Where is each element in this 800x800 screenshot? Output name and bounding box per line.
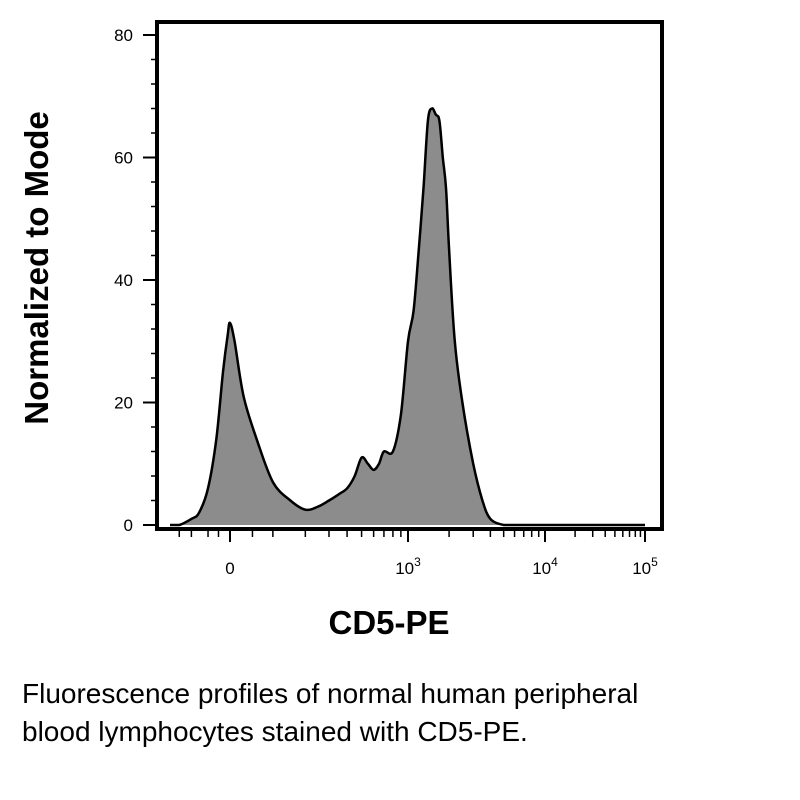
y-tick-label: 40 <box>114 271 133 290</box>
caption-line-2: blood lymphocytes stained with CD5-PE. <box>22 716 528 747</box>
x-tick-label: 103 <box>395 555 421 578</box>
y-tick-label: 60 <box>114 149 133 168</box>
tick-labels: 0 20 40 60 80 0 103 104 105 <box>114 26 658 578</box>
histogram-area <box>170 108 645 525</box>
y-tick-label: 20 <box>114 394 133 413</box>
y-axis-title: Normalized to Mode <box>18 111 55 425</box>
y-tick-label: 80 <box>114 26 133 45</box>
figure-caption: Fluorescence profiles of normal human pe… <box>22 675 792 751</box>
plot-frame <box>155 20 664 531</box>
x-tick-label: 104 <box>532 555 558 578</box>
x-tick-label: 0 <box>225 559 234 578</box>
y-tick-label: 0 <box>124 516 133 535</box>
histogram-outline <box>170 107 645 527</box>
histogram-chart: 0 20 40 60 80 0 103 104 105 Normalized to Mode C… <box>18 20 664 641</box>
x-axis-title: CD5-PE <box>328 604 449 641</box>
caption-line-1: Fluorescence profiles of normal human pe… <box>22 678 639 709</box>
x-tick-label: 105 <box>632 555 658 578</box>
